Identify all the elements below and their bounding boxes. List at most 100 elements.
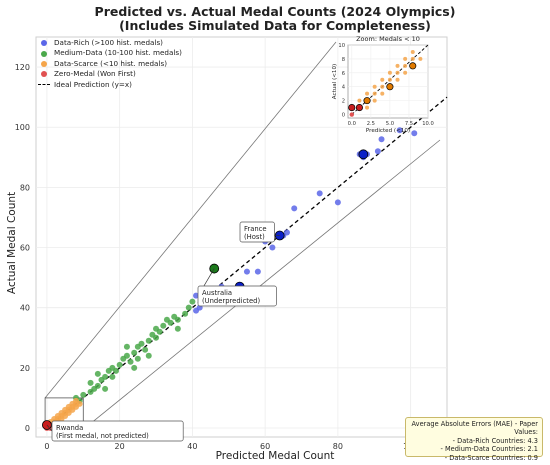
y-tick-label: 60 xyxy=(20,244,30,253)
inset-x-tick-label: 7.5 xyxy=(405,121,413,127)
inset-data-point xyxy=(395,77,400,82)
inset-data-point xyxy=(395,70,400,75)
legend: Data-Rich (>100 hist. medals) Medium-Data… xyxy=(38,38,182,90)
legend-line-marker xyxy=(38,84,50,86)
y-tick-label: 120 xyxy=(15,63,30,72)
inset-data-point xyxy=(403,56,408,61)
inset-title: Zoom: Medals < 10 xyxy=(356,35,420,43)
data-point xyxy=(374,148,381,155)
inset-y-axis-label: Actual (<10) xyxy=(332,64,338,99)
inset-data-point xyxy=(372,91,377,96)
data-point xyxy=(193,292,200,299)
data-point xyxy=(411,130,418,137)
inset-y-tick-label: 0 xyxy=(342,113,345,119)
annotation-france-box xyxy=(239,221,275,243)
inset-y-tick-label: 4 xyxy=(342,85,346,91)
highlight-point xyxy=(358,149,369,160)
annotation-australia-text: Australia xyxy=(202,289,232,297)
annotation-france-text: (Host) xyxy=(244,233,265,241)
data-point xyxy=(145,337,152,344)
y-tick-label: 80 xyxy=(20,183,30,192)
annotation-rwanda-arrow xyxy=(46,424,53,432)
data-point xyxy=(94,382,101,389)
data-point xyxy=(167,319,174,326)
legend-marker xyxy=(41,50,47,57)
legend-label: Zero-Medal (Won First) xyxy=(54,69,136,79)
inset-data-point xyxy=(365,105,370,110)
inset-highlight-point xyxy=(355,104,363,112)
data-point xyxy=(116,361,123,368)
data-point xyxy=(182,310,189,317)
data-point xyxy=(185,304,192,311)
legend-label: Data-Rich (>100 hist. medals) xyxy=(54,38,163,47)
inset-x-tick-label: 2.5 xyxy=(367,121,375,127)
data-point xyxy=(156,328,163,335)
data-point xyxy=(102,385,109,392)
legend-item: Data-Scarce (<10 hist. medals) xyxy=(38,59,182,69)
y-tick-label: 0 xyxy=(25,424,30,433)
inset-highlight-point xyxy=(409,62,417,70)
inset-highlight-point xyxy=(386,83,394,91)
legend-label: Data-Scarce (<10 hist. medals) xyxy=(54,58,168,68)
legend-label: Medium-Data (10-100 hist. medals) xyxy=(54,48,182,58)
data-point xyxy=(283,229,290,236)
inset-data-point xyxy=(357,98,362,103)
x-tick-label: 80 xyxy=(333,442,343,451)
data-point xyxy=(131,364,138,371)
annotation-australia-text: (Underpredicted) xyxy=(202,297,260,305)
mae-row-rich: - Data-Rich Countries: 4.3 xyxy=(452,436,538,445)
inset-data-point xyxy=(380,84,385,89)
x-tick-label: 20 xyxy=(115,442,125,451)
legend-marker xyxy=(41,71,47,78)
legend-item: Medium-Data (10-100 hist. medals) xyxy=(38,48,182,58)
zoom-connector-line xyxy=(44,41,337,399)
data-point xyxy=(396,127,403,134)
data-point xyxy=(65,406,72,413)
data-point xyxy=(334,199,341,206)
data-point xyxy=(193,307,200,314)
data-point xyxy=(102,373,109,380)
annotation-france-text: France xyxy=(244,225,267,233)
inset-data-point xyxy=(410,49,415,54)
inset-data-point xyxy=(372,98,377,103)
data-point xyxy=(378,136,385,143)
inset-data-point xyxy=(365,91,370,96)
data-point xyxy=(254,268,261,275)
data-point xyxy=(138,340,145,347)
inset-x-axis-label: Predicted (<10) xyxy=(366,128,410,134)
inset-data-point xyxy=(418,56,423,61)
data-point xyxy=(123,352,130,359)
mae-row-scarce: - Data-Scarce Countries: 0.9 xyxy=(444,453,538,462)
data-point xyxy=(160,322,167,329)
data-point xyxy=(94,370,101,377)
x-tick-label: 0 xyxy=(44,442,49,451)
inset-highlight-point xyxy=(363,97,371,105)
x-tick-label: 60 xyxy=(260,442,270,451)
data-point xyxy=(189,298,196,305)
annotation-rwanda-text: Rwanda xyxy=(56,424,83,432)
inset-x-tick-label: 10.0 xyxy=(422,121,434,127)
y-axis-label: Actual Medal Count xyxy=(6,191,18,295)
legend-marker xyxy=(41,61,47,68)
inset-y-tick-label: 2 xyxy=(342,99,345,105)
data-point xyxy=(58,412,65,419)
data-point xyxy=(291,205,298,212)
inset-data-point xyxy=(403,63,408,68)
inset-y-tick-label: 10 xyxy=(338,43,345,49)
inset-data-point xyxy=(410,56,415,61)
y-tick-label: 40 xyxy=(20,304,30,313)
inset-data-point xyxy=(372,84,377,89)
inset-zero-point xyxy=(349,112,355,117)
inset-highlight-point xyxy=(348,104,356,112)
mae-row-medium: - Medium-Data Countries: 2.1 xyxy=(440,445,538,454)
chart-title-line2: (Includes Simulated Data for Completenes… xyxy=(119,18,431,33)
data-point xyxy=(145,352,152,359)
x-tick-label: 40 xyxy=(187,442,197,451)
inset-y-tick-label: 8 xyxy=(342,57,345,63)
chart-title-line1: Predicted vs. Actual Medal Counts (2024 … xyxy=(94,4,456,19)
data-point xyxy=(87,379,94,386)
data-point xyxy=(76,400,83,407)
inset-y-tick-label: 6 xyxy=(342,71,345,77)
